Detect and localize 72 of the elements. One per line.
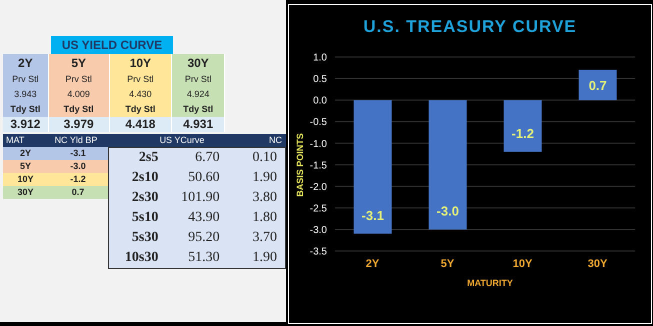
data-label: -3.1	[362, 208, 384, 223]
y-tick-label: 30Y	[16, 186, 34, 199]
data-label: 0.7	[70, 186, 86, 199]
y-axis-title: MAT	[5, 134, 26, 147]
data-label: 3.70	[252, 229, 278, 247]
shaded-row: 30Y 0.7	[3, 186, 108, 199]
y-tick-label: 2s5	[138, 149, 160, 167]
data-label: 1.90	[252, 169, 278, 187]
data-label: -1.2	[512, 126, 534, 141]
data-label: -3.0	[69, 160, 87, 173]
shaded-row: 10Y -1.2	[3, 173, 108, 186]
y-tick-label: 0.5	[313, 74, 328, 86]
x-tick-label: 30Y	[588, 258, 608, 270]
y-tick-label: 1.0	[313, 52, 328, 64]
data-label: 3.912	[3, 117, 48, 132]
data-label: -1.2	[69, 173, 87, 186]
data-label: 6.70	[194, 149, 221, 167]
y-tick-label: -3.5	[310, 246, 328, 258]
data-label: 4.418	[110, 117, 172, 132]
x-tick-label: NC	[268, 134, 283, 147]
data-label: 3.979	[48, 117, 109, 132]
category-label: Prv Stl	[65, 74, 92, 84]
chart-title: US YIELD CURVE	[51, 36, 173, 54]
y-tick-label: 5s10	[130, 209, 160, 227]
category-label: Tdy Stl	[183, 104, 214, 114]
data-label: -3.0	[436, 203, 459, 218]
y-tick-label: 2s30	[130, 189, 160, 207]
y-tick-label: -1.5	[310, 160, 328, 172]
x-axis-title: MATURITY	[466, 278, 514, 288]
x-tick-label: 2Y	[366, 258, 380, 270]
data-label: 101.90	[180, 189, 221, 207]
y-tick-label: 10s30	[124, 249, 160, 267]
data-label: -3.1	[69, 147, 87, 160]
data-label: 43.90	[187, 209, 221, 227]
x-tick-label: US YCurve	[158, 134, 206, 147]
x-tick-label: 30Y	[186, 55, 210, 72]
y-tick-label: 2Y	[18, 147, 32, 160]
y-tick-label: -2.0	[310, 182, 328, 193]
x-tick-label: 5Y	[440, 258, 455, 270]
data-label: 50.60	[187, 169, 221, 187]
y-tick-label: 0.0	[313, 96, 328, 107]
y-tick-label: 5Y	[18, 160, 32, 173]
data-label: 51.30	[187, 249, 221, 267]
y-tick-label: -1.0	[310, 138, 328, 150]
data-label: 0.7	[588, 78, 607, 94]
x-tick-label: 5Y	[70, 55, 87, 72]
data-label: 4.931	[172, 117, 224, 132]
y-tick-label: -0.5	[310, 117, 328, 128]
y-tick-label: 5s30	[130, 229, 160, 247]
y-tick-label: Prv Stl	[11, 73, 40, 86]
shaded-row: 2Y -3.1	[3, 147, 108, 160]
data-label: 4.924	[186, 88, 210, 101]
data-label: 95.20	[187, 229, 221, 247]
y-tick-label: -2.5	[310, 203, 328, 214]
y-tick-label: 2s10	[130, 169, 160, 187]
y-tick-label: 10Y	[16, 173, 34, 186]
data-label: 1.80	[252, 209, 278, 227]
x-tick-label: NC Yld BP	[54, 134, 98, 147]
category-label: Prv Stl	[184, 74, 212, 84]
y-tick-label: -3.0	[310, 224, 328, 236]
x-tick-label: 10Y	[512, 258, 533, 270]
data-label: 4.430	[128, 88, 153, 101]
y-axis-title: BASIS POINTS	[295, 133, 306, 197]
data-label: 0.10	[252, 149, 278, 167]
shaded-row: 5Y -3.0	[3, 160, 108, 173]
data-label: 3.943	[13, 88, 38, 101]
y-tick-label: Tdy Stl	[9, 103, 42, 116]
chart-title: U.S. TREASURY CURVE	[362, 17, 578, 37]
data-label: 1.90	[252, 249, 278, 267]
data-label: 4.009	[66, 88, 91, 101]
category-label: Tdy Stl	[64, 104, 94, 114]
data-label: 3.80	[252, 189, 278, 207]
